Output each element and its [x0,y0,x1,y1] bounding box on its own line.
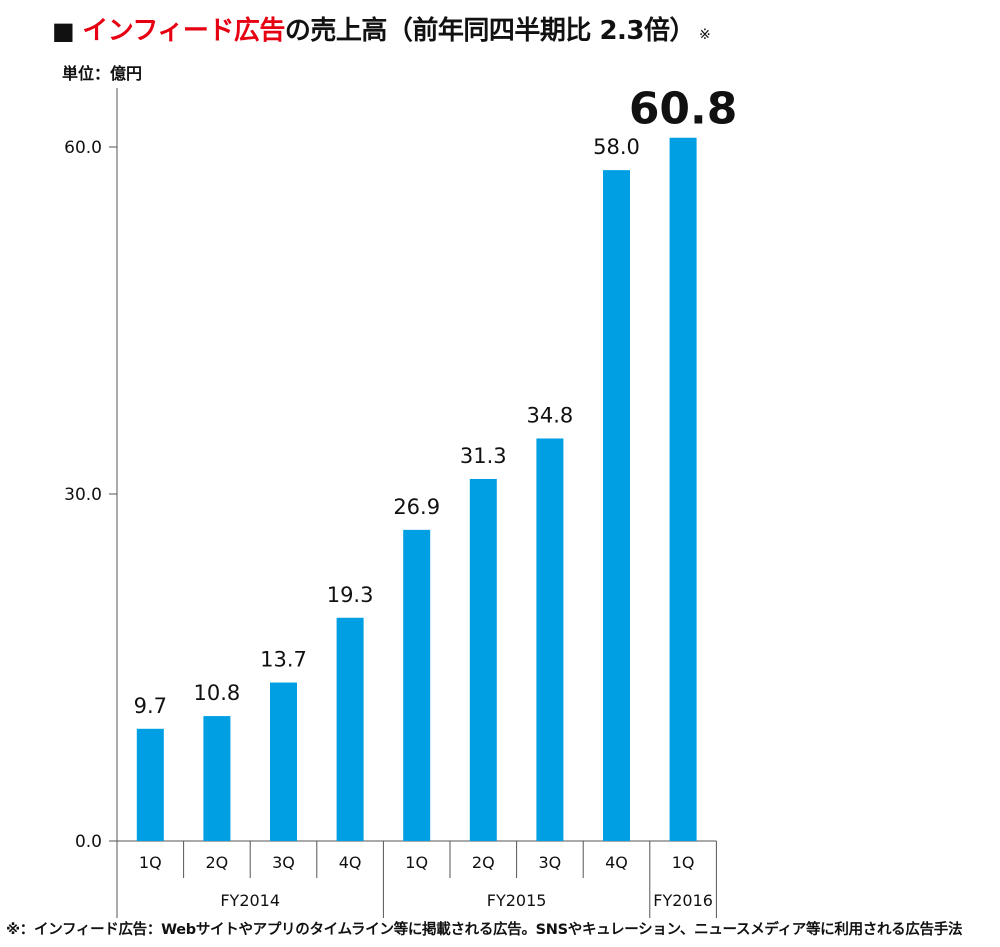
footnote: ※：インフィード広告：Webサイトやアプリのタイムライン等に掲載される広告。SN… [6,922,963,938]
x-tick-label: 4Q [339,853,362,872]
chart-title: ■ インフィード広告の売上高（前年同四半期比 2.3倍） ※ [52,10,711,47]
title-accent: インフィード広告 [82,16,285,46]
x-tick-label: 3Q [539,853,562,872]
x-tick-label: 1Q [405,853,428,872]
bar [136,728,164,841]
data-label: 13.7 [260,648,307,672]
x-tick-label: 3Q [272,853,295,872]
data-label: 34.8 [527,403,574,427]
bar [203,716,231,841]
x-tick-label: 2Q [472,853,495,872]
x-tick-label: 1Q [139,853,162,872]
bar [603,170,630,842]
bar [669,137,697,841]
title-rest: の売上高（前年同四半期比 2.3倍） [284,16,696,46]
group-label: FY2016 [653,891,713,910]
bar [403,529,431,841]
group-label: FY2015 [487,891,547,910]
data-label: 10.8 [194,681,241,705]
data-label-highlight: 60.8 [629,84,738,135]
bar [536,438,564,841]
bar [469,478,497,841]
bar [270,682,297,841]
data-label: 31.3 [460,444,507,468]
x-tick-label: 1Q [672,853,695,872]
data-label: 9.7 [134,694,167,718]
y-tick-label: 30.0 [64,485,102,505]
y-tick-label: 60.0 [64,138,102,158]
y-tick-label: 0.0 [75,832,102,852]
data-label: 19.3 [327,583,374,607]
data-label: 26.9 [393,495,440,519]
bar [336,617,364,841]
data-label: 58.0 [593,135,640,159]
x-tick-label: 2Q [206,853,229,872]
title-square-icon: ■ [52,17,75,45]
title-note-mark: ※ [699,27,711,43]
group-label: FY2014 [220,891,280,910]
x-tick-label: 4Q [605,853,628,872]
unit-label: 単位：億円 [62,64,143,83]
